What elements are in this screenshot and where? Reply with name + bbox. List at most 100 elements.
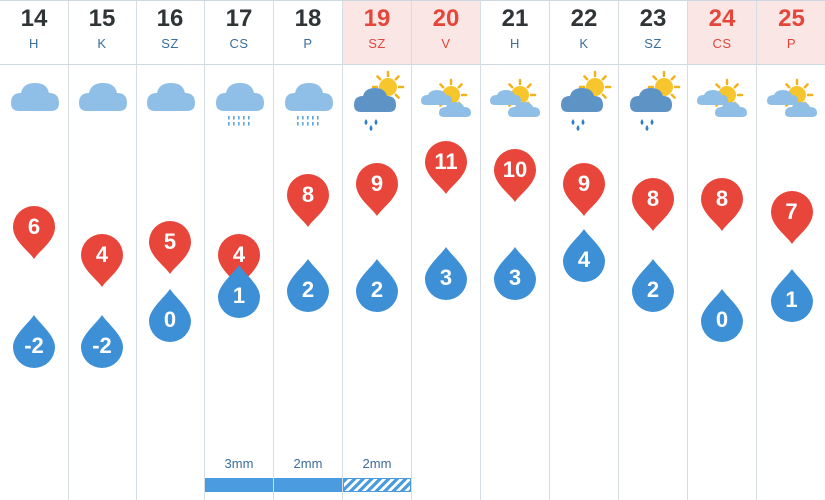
- min-temp-value: 3: [439, 265, 453, 290]
- min-temp-value: -2: [92, 333, 112, 358]
- min-temp-drop: 2: [354, 257, 400, 313]
- day-date: 22: [570, 5, 598, 32]
- max-temp-value: 4: [95, 242, 109, 267]
- min-temp-value: 2: [370, 277, 384, 302]
- day-header: 15 K: [68, 1, 136, 65]
- day-date: 16: [156, 5, 184, 32]
- precipitation: 3mm: [205, 456, 273, 492]
- max-temp-value: 10: [502, 157, 528, 182]
- day-abbreviation: K: [97, 36, 107, 51]
- day-header: 17 CS: [205, 1, 273, 65]
- min-temp-drop: 1: [216, 263, 262, 319]
- day-header: 23 SZ: [619, 1, 687, 65]
- max-temp-value: 8: [301, 182, 315, 207]
- day-header: 25 P: [757, 1, 825, 65]
- max-temp-pin: 9: [561, 162, 607, 218]
- max-temp-pin: 4: [79, 233, 125, 289]
- min-temp-value: 2: [301, 277, 315, 302]
- day-header: 21 H: [481, 1, 549, 65]
- day-column[interactable]: 25 P 7 1: [757, 1, 825, 500]
- cloudy-icon: [3, 69, 65, 133]
- max-temp-value: 8: [715, 186, 729, 211]
- max-temp-pin: 6: [11, 205, 57, 261]
- max-temp-value: 7: [785, 199, 798, 224]
- day-column[interactable]: 16 SZ 5 0: [136, 1, 205, 500]
- precipitation-amount: 2mm: [293, 456, 323, 471]
- day-header: 22 K: [550, 1, 618, 65]
- partly-sunny-icon: [415, 69, 477, 133]
- max-temp-value: 5: [163, 229, 177, 254]
- day-date: 23: [639, 5, 667, 32]
- min-temp-value: 2: [646, 277, 660, 302]
- min-temp-value: 4: [577, 247, 591, 272]
- max-temp-pin: 8: [699, 177, 745, 233]
- min-temp-drop: 1: [769, 267, 815, 323]
- sun-cloud-rain-icon: [553, 69, 615, 133]
- day-date: 24: [708, 5, 736, 32]
- day-date: 19: [363, 5, 391, 32]
- day-header: 14 H: [0, 1, 68, 65]
- day-date: 20: [432, 5, 460, 32]
- partly-sunny-icon: [761, 69, 823, 133]
- max-temp-value: 6: [27, 214, 41, 239]
- day-header: 20 V: [412, 1, 480, 65]
- day-column[interactable]: 18 P 8 2 2mm: [274, 1, 343, 500]
- day-column[interactable]: 23 SZ 8 2: [619, 1, 688, 500]
- max-temp-pin: 7: [769, 190, 815, 246]
- max-temp-value: 8: [646, 186, 660, 211]
- day-column[interactable]: 24 CS 8 0: [688, 1, 757, 500]
- cloudy-icon: [139, 69, 201, 133]
- day-header: 19 SZ: [343, 1, 411, 65]
- day-abbreviation: P: [303, 36, 313, 51]
- cloud-drizzle-icon: [208, 69, 270, 133]
- min-temp-value: 1: [785, 287, 798, 312]
- precipitation-bar: [274, 478, 342, 492]
- day-date: 21: [501, 5, 529, 32]
- min-temp-drop: -2: [11, 313, 57, 369]
- min-temp-value: 0: [715, 307, 729, 332]
- day-date: 14: [20, 5, 48, 32]
- day-header: 24 CS: [688, 1, 756, 65]
- day-header: 18 P: [274, 1, 342, 65]
- day-column[interactable]: 20 V 11 3: [412, 1, 481, 500]
- day-abbreviation: P: [786, 36, 797, 51]
- cloudy-icon: [71, 69, 133, 133]
- day-abbreviation: CS: [229, 36, 249, 51]
- day-abbreviation: K: [579, 36, 589, 51]
- day-column[interactable]: 19 SZ 9 2 2mm: [343, 1, 412, 500]
- max-temp-pin: 8: [285, 173, 331, 229]
- partly-sunny-icon: [691, 69, 753, 133]
- day-column[interactable]: 17 CS 4 1 3mm: [205, 1, 274, 500]
- max-temp-pin: 9: [354, 162, 400, 218]
- min-temp-drop: 3: [492, 245, 538, 301]
- day-column[interactable]: 15 K 4 -2: [68, 1, 137, 500]
- min-temp-drop: 2: [630, 257, 676, 313]
- precipitation: 2mm: [274, 456, 342, 492]
- day-header: 16 SZ: [136, 1, 204, 65]
- day-column[interactable]: 22 K 9 4: [550, 1, 619, 500]
- day-abbreviation: H: [510, 36, 520, 51]
- partly-sunny-icon: [484, 69, 546, 133]
- min-temp-drop: -2: [79, 313, 125, 369]
- cloud-drizzle-icon: [277, 69, 339, 133]
- max-temp-pin: 11: [423, 140, 469, 196]
- max-temp-pin: 10: [492, 148, 538, 204]
- min-temp-drop: 0: [699, 287, 745, 343]
- day-column[interactable]: 21 H 10 3: [481, 1, 550, 500]
- day-date: 18: [294, 5, 322, 32]
- min-temp-drop: 0: [147, 287, 193, 343]
- sun-cloud-rain-icon: [622, 69, 684, 133]
- min-temp-drop: 2: [285, 257, 331, 313]
- max-temp-value: 9: [577, 171, 591, 196]
- day-date: 17: [225, 5, 253, 32]
- min-temp-value: 1: [232, 283, 246, 308]
- day-date: 15: [88, 5, 116, 32]
- max-temp-pin: 8: [630, 177, 676, 233]
- min-temp-drop: 3: [423, 245, 469, 301]
- max-temp-value: 9: [370, 171, 384, 196]
- day-abbreviation: H: [29, 36, 39, 51]
- min-temp-value: 0: [163, 307, 177, 332]
- min-temp-value: 3: [508, 265, 522, 290]
- day-column[interactable]: 14 H 6 -2: [0, 1, 69, 500]
